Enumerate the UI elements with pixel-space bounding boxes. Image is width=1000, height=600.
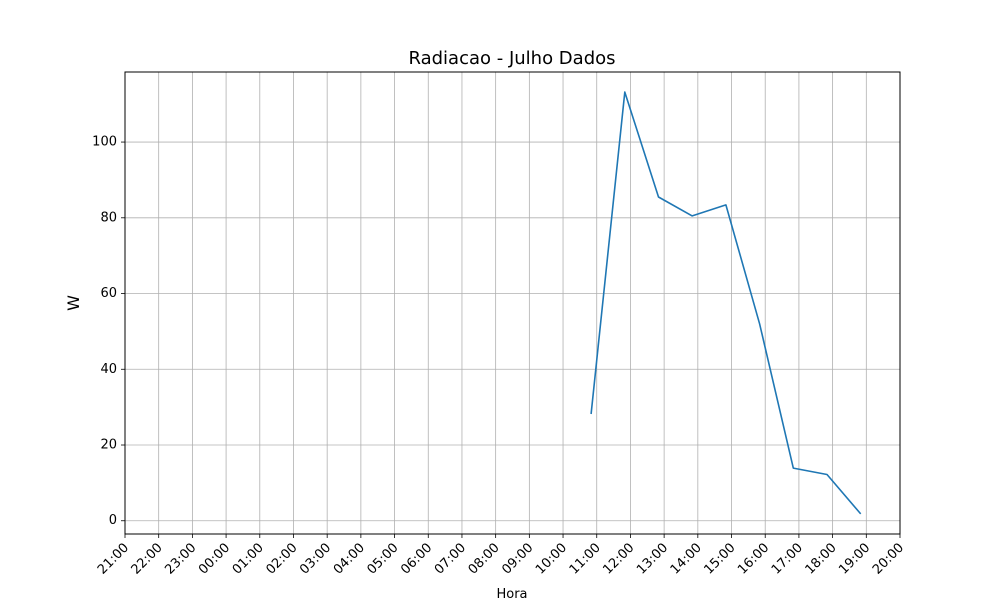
y-tick-label: 20 <box>100 438 117 453</box>
series-group <box>590 91 862 515</box>
y-tick-label: 80 <box>100 210 117 225</box>
plot-frame <box>124 71 901 535</box>
chart-title: Radiacao - Julho Dados <box>408 48 615 69</box>
series-line <box>590 91 862 515</box>
y-tick-label: 40 <box>100 362 117 377</box>
y-tick-label: 100 <box>92 135 117 150</box>
y-axis-ticks: 0 20 40 60 80 100 <box>92 135 125 528</box>
x-axis-label: Hora <box>496 587 527 600</box>
y-tick-label: 0 <box>109 513 117 528</box>
plot-area <box>125 72 900 534</box>
y-tick-label: 60 <box>100 286 117 301</box>
y-axis-label: W <box>64 295 83 311</box>
grid-lines <box>124 72 901 534</box>
